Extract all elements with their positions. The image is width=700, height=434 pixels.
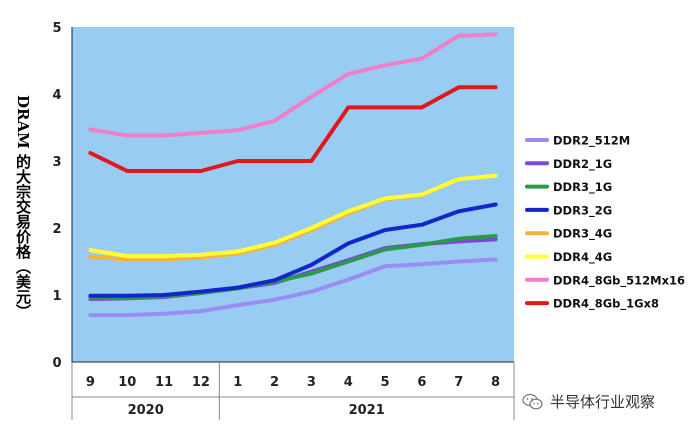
y-tick-label: 2 [52, 222, 61, 237]
x-tick-label: 6 [417, 375, 426, 390]
x-tick-label: 11 [155, 375, 173, 390]
x-tick-label: 2 [270, 375, 279, 390]
watermark-text: 半导体行业观察 [550, 393, 656, 411]
x-tick-label: 3 [307, 375, 316, 390]
legend-label: DDR4_8Gb_1Gx8 [553, 297, 659, 312]
plot-right-panel [514, 27, 700, 362]
watermark: 半导体行业观察 [522, 391, 655, 412]
x-group-label-2020: 2020 [128, 403, 164, 418]
legend-label: DDR3_2G [553, 203, 612, 218]
y-tick-label: 1 [52, 289, 61, 304]
wechat-icon [522, 393, 543, 409]
y-tick-label: 4 [52, 88, 61, 103]
x-tick-label: 5 [381, 375, 390, 390]
x-tick-label: 8 [491, 375, 500, 390]
plot-area [72, 27, 514, 362]
legend-label: DDR3_4G [553, 227, 612, 242]
x-tick-label: 12 [192, 375, 210, 390]
x-tick-label: 9 [86, 375, 95, 390]
series-line-ddr3-2g [88, 202, 498, 298]
series-line-ddr4-8gb-1gx8 [88, 85, 498, 173]
legend-label: DDR4_4G [553, 250, 612, 265]
series-line-ddr2-512m [88, 257, 498, 318]
legend-label: DDR2_1G [553, 157, 612, 172]
y-tick-label: 3 [52, 155, 61, 170]
y-tick-label: 5 [52, 21, 61, 36]
y-tick-label: 0 [52, 356, 61, 371]
x-tick-label: 7 [454, 375, 463, 390]
y-axis-label: DRAM 的大宗交易价格（美元） [14, 95, 32, 319]
legend-label: DDR2_512M [553, 134, 630, 149]
x-tick-label: 10 [118, 375, 136, 390]
x-tick-label: 4 [344, 375, 353, 390]
x-group-label-2021: 2021 [349, 403, 385, 418]
series-line-ddr4-8gb-512mx16 [88, 32, 498, 138]
legend-label: DDR4_8Gb_512Mx16 [553, 273, 685, 288]
x-tick-label: 1 [233, 375, 242, 390]
series-line-ddr4-4g [88, 173, 498, 259]
legend-label: DDR3_1G [553, 180, 612, 195]
